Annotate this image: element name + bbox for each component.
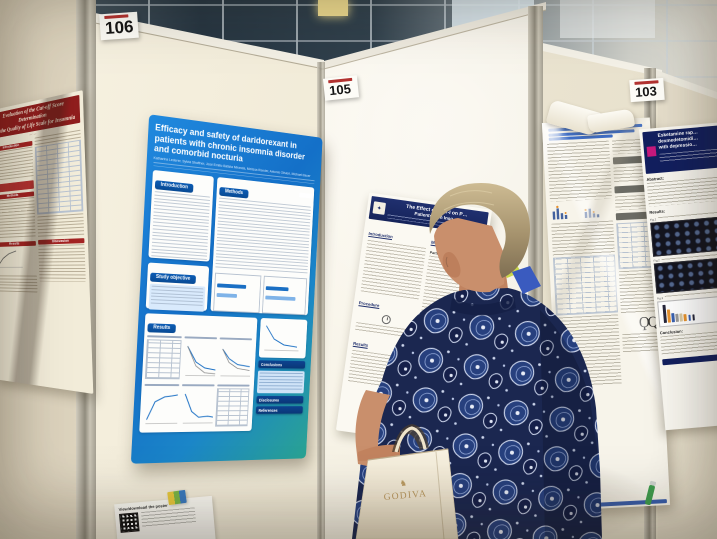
bag-brand-text: GODIVA <box>383 489 427 503</box>
man-hair <box>429 182 531 278</box>
frame-cap <box>656 70 717 99</box>
ceiling-light-warm <box>318 0 348 16</box>
bag-crease <box>435 451 445 539</box>
lanyard-blue <box>512 266 541 294</box>
bag-handle <box>394 426 427 453</box>
bag-handle-gap <box>392 424 429 452</box>
hair-highlight <box>443 190 495 211</box>
poster-crumpled: ϘQ <box>541 117 671 511</box>
frame-cap <box>538 42 662 77</box>
godiva-horse-emblem: ♞ <box>399 478 407 488</box>
man-ear <box>442 252 461 278</box>
ceiling-light-panel <box>560 0 655 38</box>
man-forearm <box>355 390 390 468</box>
frame-cap <box>320 2 546 70</box>
shirt-collar <box>450 296 516 316</box>
frame-cap <box>90 12 324 68</box>
frame-pole <box>317 62 325 539</box>
ear-detail <box>445 256 449 268</box>
shirt-shading <box>540 310 602 539</box>
bag-top-edge <box>367 448 449 461</box>
